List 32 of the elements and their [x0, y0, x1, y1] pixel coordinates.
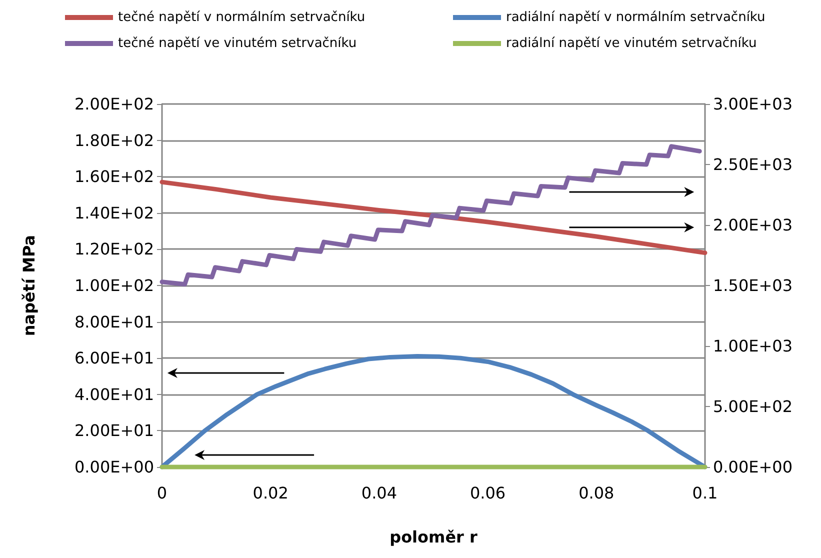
y2-tick-label: 2.50E+03 — [713, 155, 792, 174]
y-tick-label: 4.00E+01 — [74, 384, 154, 404]
y2-tick-label: 1.50E+03 — [713, 276, 792, 295]
x-tick-label: 0.08 — [578, 484, 614, 502]
y-tick-label: 2.00E+02 — [74, 94, 154, 114]
x-tick-label: 0.06 — [470, 484, 506, 502]
line-series — [160, 144, 702, 287]
y2-tick-label: 3.00E+03 — [713, 94, 792, 114]
y-axis-title: napětí MPa — [20, 234, 38, 336]
y-tick-label: 8.00E+01 — [74, 312, 154, 332]
y-tick-label: 1.20E+02 — [74, 240, 154, 259]
x-tick-label: 0.04 — [361, 484, 398, 502]
y2-tick-label: 5.00E+02 — [713, 397, 792, 416]
x-axis-title: poloměr r — [390, 528, 478, 546]
y2-tick-label: 0.00E+00 — [713, 458, 792, 476]
y-tick-label: 1.60E+02 — [74, 167, 154, 186]
legend-label: tečné napětí ve vinutém setrvačníku — [118, 36, 357, 51]
x-tick-label: 0.02 — [252, 484, 288, 502]
y-tick-label: 1.80E+02 — [74, 130, 154, 150]
y-tick-label: 2.00E+01 — [74, 421, 154, 440]
legend-label: tečné napětí v normálním setrvačníku — [118, 10, 366, 25]
line-series — [160, 180, 708, 256]
legend-label: radiální napětí v normálním setrvačníku — [506, 10, 766, 25]
legend-label: radiální napětí ve vinutém setrvačníku — [506, 36, 757, 51]
x-tick-label: 0.1 — [692, 484, 718, 502]
y2-tick-label: 1.00E+03 — [713, 336, 792, 356]
x-tick-label: 0 — [156, 484, 168, 502]
y-tick-label: 6.00E+01 — [74, 348, 154, 368]
y-tick-label: 0.00E+00 — [74, 458, 154, 476]
y-tick-label: 1.40E+02 — [74, 203, 154, 222]
y-tick-label: 1.00E+02 — [74, 276, 154, 295]
y2-tick-label: 2.00E+03 — [713, 216, 792, 234]
